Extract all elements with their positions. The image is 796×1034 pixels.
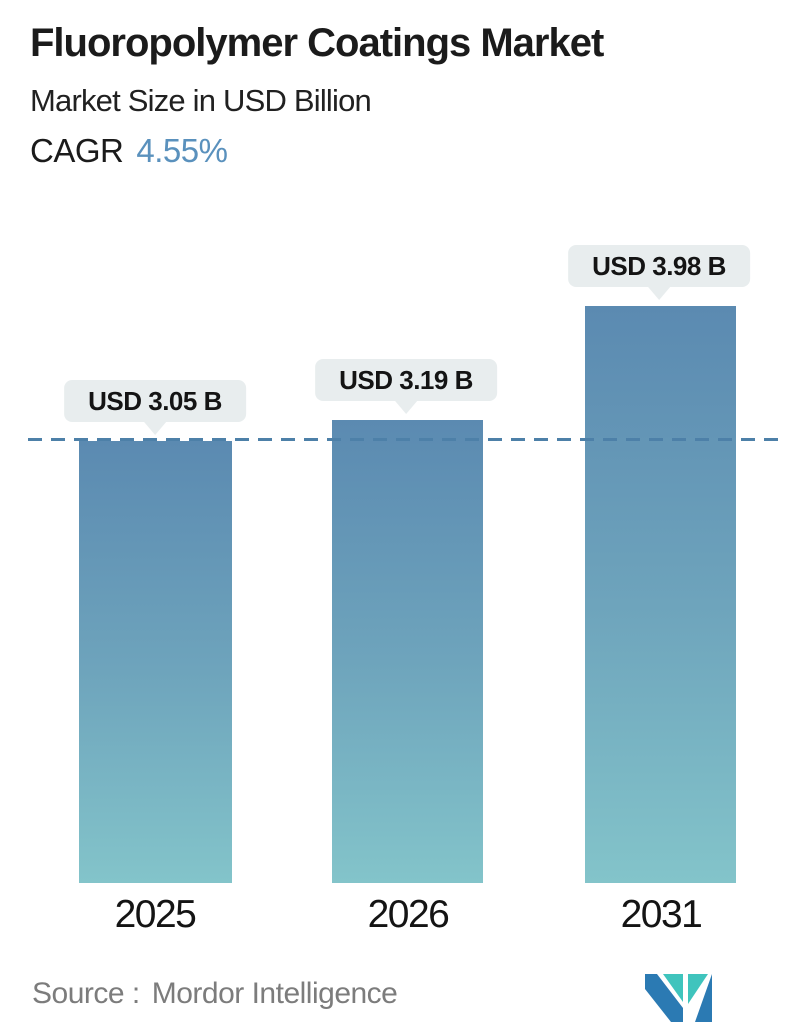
x-axis-label-2026: 2026	[367, 893, 450, 936]
bar-2031	[585, 306, 736, 883]
source-label: Source :	[32, 977, 140, 1010]
cagr-row: CAGR 4.55%	[30, 132, 603, 170]
page-title: Fluoropolymer Coatings Market	[30, 21, 604, 65]
value-label: USD 3.98 B	[592, 251, 726, 281]
bar-2025	[79, 441, 232, 883]
value-callout-2031: USD 3.98 B	[568, 245, 750, 287]
value-callout-2026: USD 3.19 B	[315, 359, 497, 401]
mordor-intelligence-logo-icon	[645, 974, 712, 1022]
cagr-value: 4.55%	[136, 132, 228, 169]
bar-2026	[332, 420, 483, 883]
x-axis-label-2031: 2031	[620, 893, 703, 936]
reference-dashed-line	[28, 438, 782, 441]
source-line: Source : Mordor Intelligence	[32, 977, 398, 1011]
chart-subtitle: Market Size in USD Billion	[30, 83, 372, 118]
cagr-label: CAGR	[30, 132, 124, 169]
source-name: Mordor Intelligence	[151, 977, 398, 1010]
value-label: USD 3.19 B	[339, 365, 473, 395]
chart-header: Fluoropolymer Coatings Market Market Siz…	[30, 20, 604, 170]
x-axis-label-2025: 2025	[114, 893, 197, 936]
value-label: USD 3.05 B	[88, 386, 222, 416]
value-callout-2025: USD 3.05 B	[64, 380, 246, 422]
